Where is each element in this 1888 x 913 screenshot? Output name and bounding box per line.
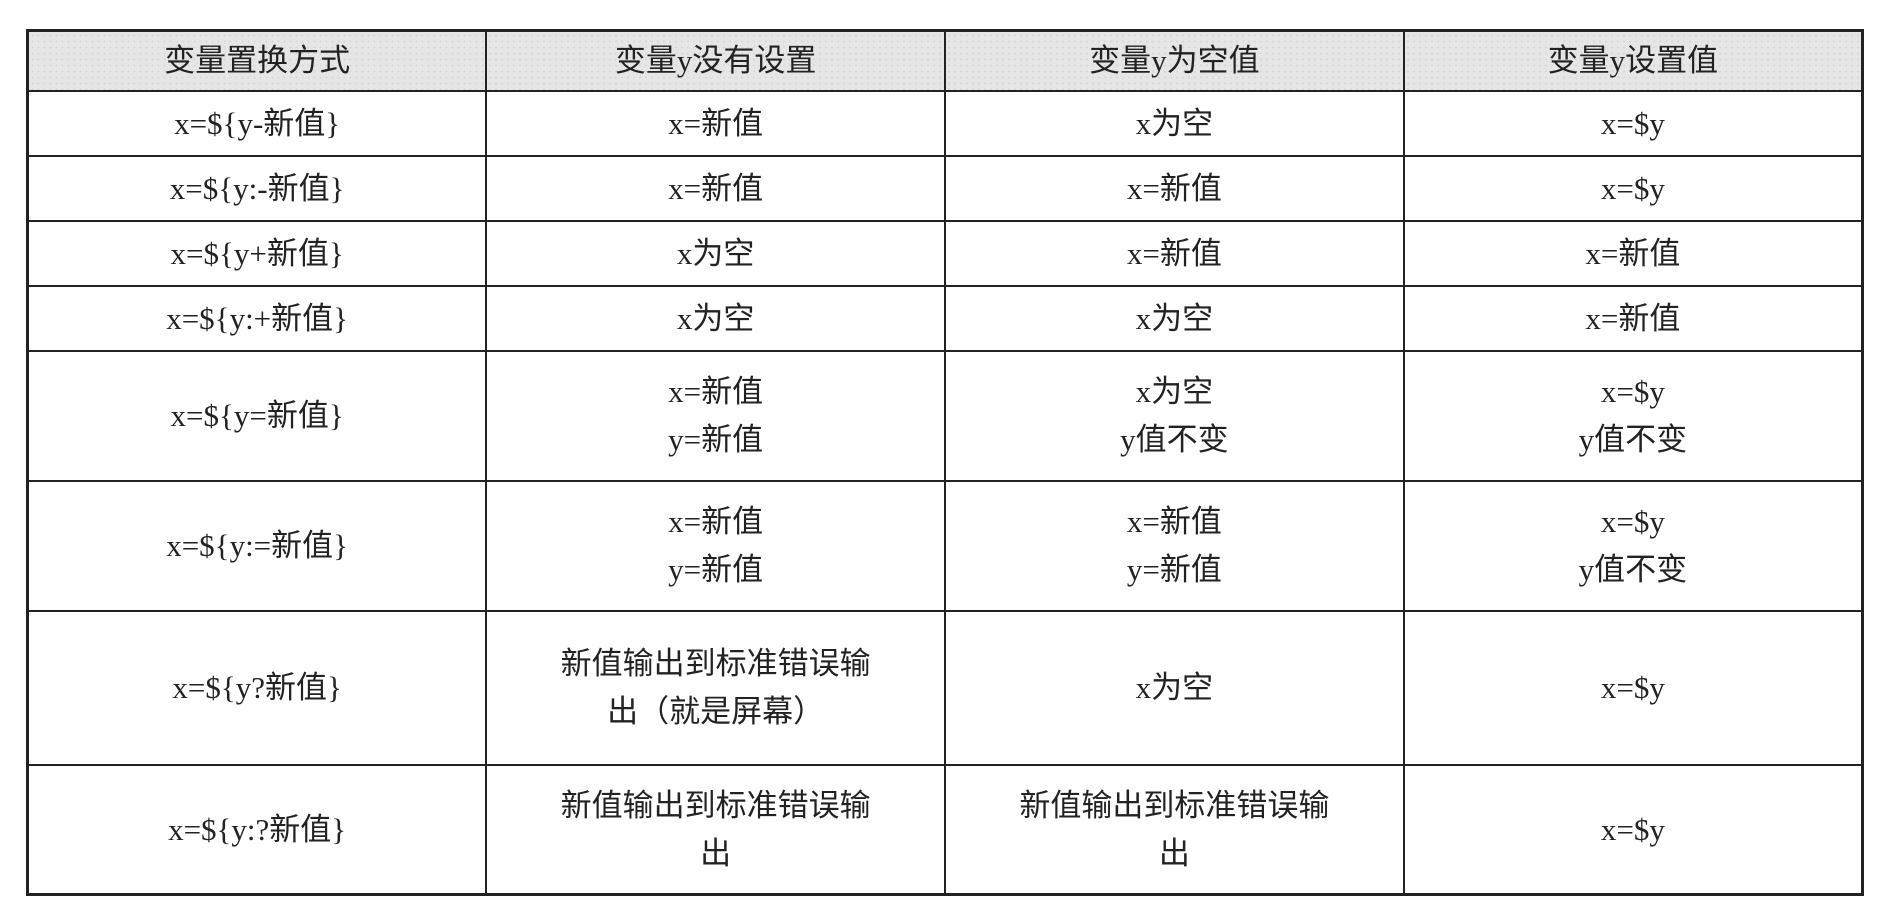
cell-line: x为空 xyxy=(676,235,755,271)
cell-set: x=$y y值不变 xyxy=(1402,350,1864,482)
cell-method: x=${y=新值} xyxy=(26,350,488,482)
cell-line: x=$y xyxy=(1600,170,1665,206)
cell-line: x=新值 xyxy=(1126,235,1222,271)
cell-line: x=新值 xyxy=(668,374,764,409)
table-row: x=${y=新值} x=新值 y=新值 x为空 y值不变 x=$y y值不变 xyxy=(26,350,1864,482)
cell-line: 出（就是屏幕） xyxy=(607,694,825,729)
cell-line: y值不变 xyxy=(1578,552,1688,587)
table-row: x=${y+新值} x为空 x=新值 x=新值 xyxy=(26,220,1864,287)
cell-unset: x为空 xyxy=(485,220,946,287)
cell-line: x=新值 xyxy=(668,105,764,141)
cell-line: x=$y xyxy=(1600,670,1665,705)
cell-line: x=$y xyxy=(1600,504,1665,539)
cell-set: x=$y xyxy=(1402,155,1864,222)
cell-unset: x=新值 xyxy=(485,155,946,222)
cell-line: x为空 xyxy=(1135,374,1214,409)
cell-line: x=$y xyxy=(1600,374,1665,409)
cell-line: y=新值 xyxy=(1126,552,1222,587)
cell-line: y=新值 xyxy=(668,422,764,457)
cell-line: 新值输出到标准错误输 xyxy=(560,646,871,681)
cell-empty: x=新值 xyxy=(944,220,1405,287)
cell-line: y值不变 xyxy=(1120,422,1229,457)
cell-line: 出 xyxy=(700,835,732,871)
cell-set: x=新值 xyxy=(1402,220,1864,287)
variable-substitution-table: 变量置换方式 变量y没有设置 变量y为空值 变量y设置值 x=${y-新值} x=… xyxy=(26,29,1864,896)
cell-line: x=$y xyxy=(1600,811,1665,847)
cell-line: x为空 xyxy=(1135,670,1214,705)
table-row: x=${y-新值} x=新值 x为空 x=$y xyxy=(26,90,1864,157)
cell-unset: x=新值 y=新值 xyxy=(485,350,946,482)
cell-line: x为空 xyxy=(676,300,755,336)
cell-empty: x为空 xyxy=(944,610,1405,766)
cell-method: x=${y:=新值} xyxy=(26,480,488,612)
cell-line: x=新值 xyxy=(668,504,764,539)
cell-line: x为空 xyxy=(1135,105,1214,141)
cell-line: x=$y xyxy=(1600,105,1665,141)
cell-line: x=新值 xyxy=(668,170,764,206)
cell-line: 出 xyxy=(1158,835,1190,871)
cell-set: x=$y xyxy=(1402,610,1864,766)
cell-line: y=新值 xyxy=(668,552,764,587)
cell-empty: x为空 y值不变 xyxy=(944,350,1405,482)
cell-unset: 新值输出到标准错误输出 xyxy=(485,764,946,896)
cell-line: y值不变 xyxy=(1578,422,1688,457)
cell-set: x=$y xyxy=(1402,764,1864,896)
cell-method: x=${y:?新值} xyxy=(26,764,488,896)
cell-unset: x为空 xyxy=(485,285,946,352)
cell-set: x=$y xyxy=(1402,90,1864,157)
table-row: x=${y:=新值} x=新值 y=新值 x=新值 y=新值 x=$y y值不变 xyxy=(26,480,1864,612)
header-method: 变量置换方式 xyxy=(26,29,488,92)
cell-unset: x=新值 y=新值 xyxy=(485,480,946,612)
table-row: x=${y?新值} 新值输出到标准错误输 出（就是屏幕） x为空 x=$y xyxy=(26,610,1864,766)
cell-method: x=${y-新值} xyxy=(26,90,488,157)
cell-line: x=新值 xyxy=(1126,504,1222,539)
cell-empty: 新值输出到标准错误输出 xyxy=(944,764,1405,896)
header-set: 变量y设置值 xyxy=(1402,29,1864,92)
cell-set: x=$y y值不变 xyxy=(1402,480,1864,612)
cell-method: x=${y+新值} xyxy=(26,220,488,287)
cell-line: x为空 xyxy=(1135,300,1214,336)
header-unset: 变量y没有设置 xyxy=(485,29,946,92)
header-row: 变量置换方式 变量y没有设置 变量y为空值 变量y设置值 xyxy=(26,29,1864,92)
cell-method: x=${y:-新值} xyxy=(26,155,488,222)
cell-set: x=新值 xyxy=(1402,285,1864,352)
cell-line: x=新值 xyxy=(1585,300,1681,336)
cell-line: x=新值 xyxy=(1126,170,1222,206)
cell-unset: 新值输出到标准错误输 出（就是屏幕） xyxy=(485,610,946,766)
cell-method: x=${y?新值} xyxy=(26,610,488,766)
header-empty: 变量y为空值 xyxy=(944,29,1405,92)
table-row: x=${y:?新值} 新值输出到标准错误输出新值输出到标准错误输出 x=$y xyxy=(26,764,1864,896)
table-row: x=${y:-新值} x=新值 x=新值 x=$y xyxy=(26,155,1864,222)
table-row: x=${y:+新值} x为空 x为空 x=新值 xyxy=(26,285,1864,352)
cell-line: 新值输出到标准错误输 xyxy=(560,787,871,823)
cell-line: 新值输出到标准错误输 xyxy=(1019,787,1330,823)
cell-line: x=新值 xyxy=(1585,235,1681,271)
cell-unset: x=新值 xyxy=(485,90,946,157)
cell-method: x=${y:+新值} xyxy=(26,285,488,352)
cell-empty: x为空 xyxy=(944,285,1405,352)
cell-empty: x为空 xyxy=(944,90,1405,157)
cell-empty: x=新值 xyxy=(944,155,1405,222)
cell-empty: x=新值 y=新值 xyxy=(944,480,1405,612)
